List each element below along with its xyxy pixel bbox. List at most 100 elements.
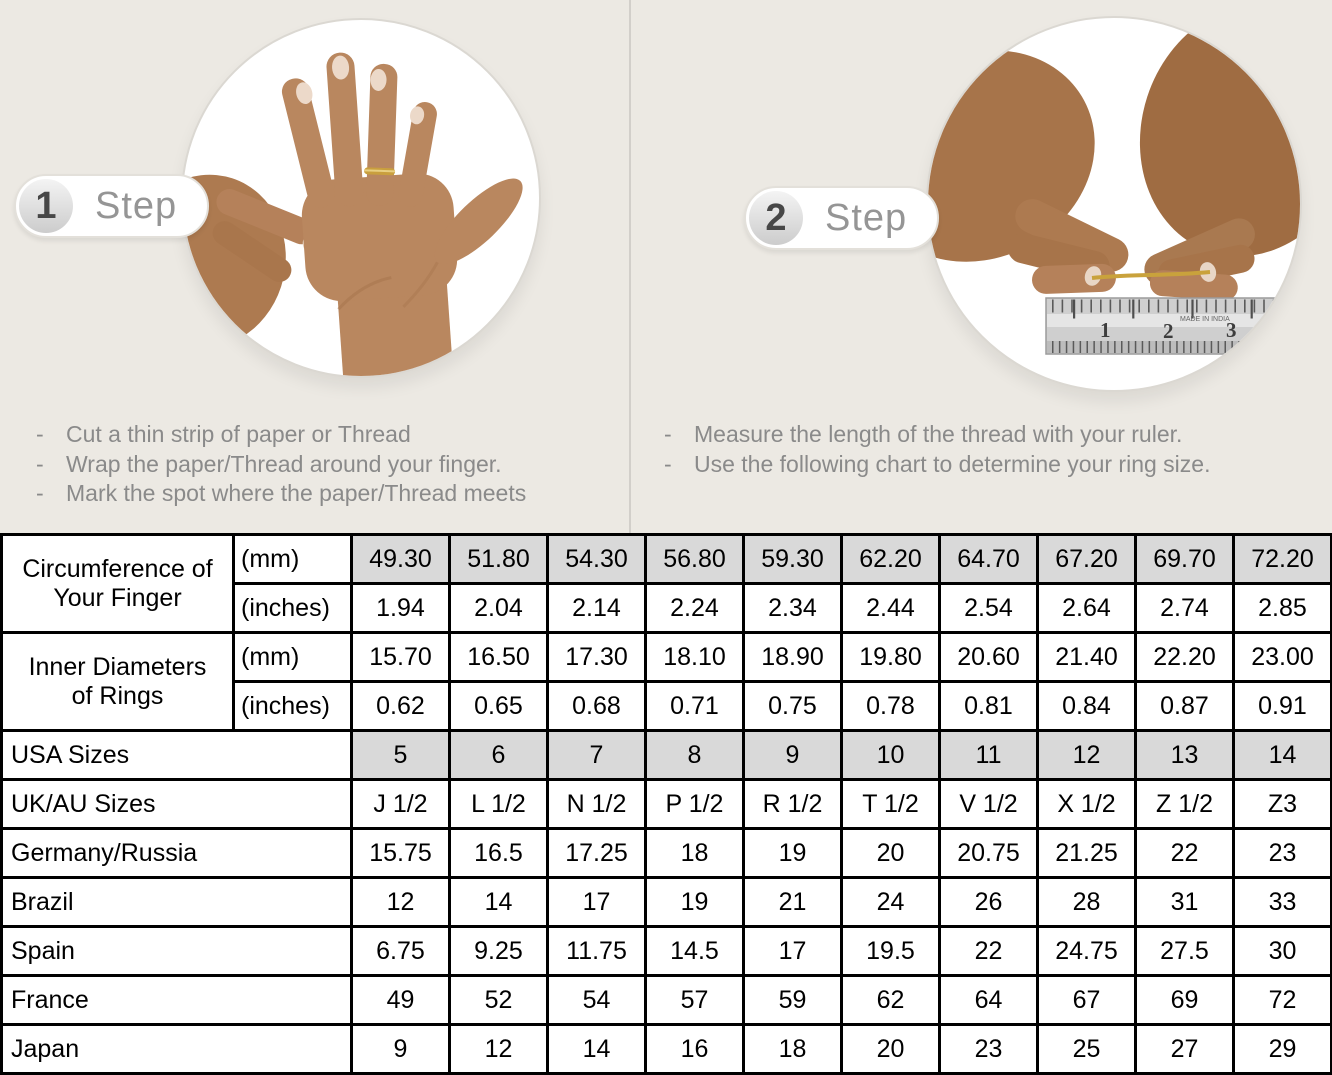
size-cell: 0.87 bbox=[1134, 680, 1235, 732]
size-cell: 56.80 bbox=[644, 533, 745, 585]
size-cell: 2.64 bbox=[1036, 582, 1137, 634]
size-cell: 2.34 bbox=[742, 582, 843, 634]
ring-size-table: Circumference of Your Finger (mm) 49.30 51.… bbox=[0, 533, 1332, 1075]
bullet-dash: - bbox=[36, 480, 44, 506]
size-cell: 0.62 bbox=[350, 680, 451, 732]
size-cell: 33 bbox=[1232, 876, 1332, 928]
size-cell: 9 bbox=[350, 1023, 451, 1075]
size-cell: 21 bbox=[742, 876, 843, 928]
hand-with-thread-illustration bbox=[183, 52, 523, 376]
size-cell: 9.25 bbox=[448, 925, 549, 977]
size-cell: 30 bbox=[1232, 925, 1332, 977]
size-cell: 0.68 bbox=[546, 680, 647, 732]
size-cell: 19.5 bbox=[840, 925, 941, 977]
size-cell: 18 bbox=[742, 1023, 843, 1075]
row-label-cell: Spain bbox=[0, 925, 353, 977]
unit-cell: (mm) bbox=[232, 631, 353, 683]
size-cell: 14 bbox=[546, 1023, 647, 1075]
size-cell: 2.44 bbox=[840, 582, 941, 634]
size-cell: 2.54 bbox=[938, 582, 1039, 634]
unit-cell: (inches) bbox=[232, 680, 353, 732]
size-cell: 16.50 bbox=[448, 631, 549, 683]
size-cell: 14 bbox=[1232, 729, 1332, 781]
size-cell: 6 bbox=[448, 729, 549, 781]
row-label-cell: France bbox=[0, 974, 353, 1026]
size-cell: 18 bbox=[644, 827, 745, 879]
step1-number-circle: 1 bbox=[19, 179, 73, 233]
row-label-cell: Brazil bbox=[0, 876, 353, 928]
size-cell: 54 bbox=[546, 974, 647, 1026]
size-cell: N 1/2 bbox=[546, 778, 647, 830]
bullet-dash: - bbox=[36, 421, 44, 447]
size-cell: 72 bbox=[1232, 974, 1332, 1026]
ruler-icon: 1 2 3 MADE IN INDIA bbox=[1045, 297, 1289, 355]
row-label-cell: Japan bbox=[0, 1023, 353, 1075]
size-cell: 62.20 bbox=[840, 533, 941, 585]
size-cell: 67 bbox=[1036, 974, 1137, 1026]
size-cell: 28 bbox=[1036, 876, 1137, 928]
table-row: (inches) 0.62 0.65 0.68 0.71 0.75 0.78 0.81 0.84… bbox=[2, 680, 1332, 732]
size-cell: 27 bbox=[1134, 1023, 1235, 1075]
size-cell: 2.74 bbox=[1134, 582, 1235, 634]
size-cell: 24.75 bbox=[1036, 925, 1137, 977]
table-row: Inner Diameters of Rings (mm) 15.70 16.50 17… bbox=[0, 631, 1332, 732]
size-cell: 21.40 bbox=[1036, 631, 1137, 683]
size-cell: 14.5 bbox=[644, 925, 745, 977]
size-cell: 51.80 bbox=[448, 533, 549, 585]
size-cell: 14 bbox=[448, 876, 549, 928]
size-cell: 7 bbox=[546, 729, 647, 781]
size-cell: 0.71 bbox=[644, 680, 745, 732]
step1-label: Step bbox=[95, 184, 178, 227]
size-cell: 19 bbox=[742, 827, 843, 879]
size-cell: 15.75 bbox=[350, 827, 451, 879]
size-cell: Z 1/2 bbox=[1134, 778, 1235, 830]
size-cell: 20 bbox=[840, 1023, 941, 1075]
size-cell: 69 bbox=[1134, 974, 1235, 1026]
instruction-text: Mark the spot where the paper/Thread mee… bbox=[66, 480, 527, 506]
bullet-dash: - bbox=[36, 450, 44, 477]
size-cell: 17.25 bbox=[546, 827, 647, 879]
size-cell: 25 bbox=[1036, 1023, 1137, 1075]
row-group-label: Inner Diameters of Rings bbox=[0, 631, 235, 732]
size-cell: 2.14 bbox=[546, 582, 647, 634]
size-cell: 12 bbox=[448, 1023, 549, 1075]
size-cell: 57 bbox=[644, 974, 745, 1026]
size-cell: 19.80 bbox=[840, 631, 941, 683]
step1-badge: 1 Step bbox=[14, 174, 210, 238]
size-cell: 18.90 bbox=[742, 631, 843, 683]
instruction-item: - Use the following chart to determine yo… bbox=[656, 450, 1326, 480]
size-cell: 2.85 bbox=[1232, 582, 1332, 634]
size-cell: 1.94 bbox=[350, 582, 451, 634]
size-cell: 22.20 bbox=[1134, 631, 1235, 683]
table-row: Spain 6.75 9.25 11.75 14.5 17 19.5 22 24.75 27.5 3… bbox=[0, 925, 1332, 977]
size-cell: 11.75 bbox=[546, 925, 647, 977]
svg-text:1: 1 bbox=[1100, 318, 1111, 342]
size-cell: 21.25 bbox=[1036, 827, 1137, 879]
size-cell: 20.60 bbox=[938, 631, 1039, 683]
size-cell: J 1/2 bbox=[350, 778, 451, 830]
size-cell: 72.20 bbox=[1232, 533, 1332, 585]
instruction-text: Use the following chart to determine you… bbox=[694, 450, 1211, 477]
size-cell: 31 bbox=[1134, 876, 1235, 928]
table-row: Circumference of Your Finger (mm) 49.30 51.… bbox=[0, 533, 1332, 634]
size-cell: L 1/2 bbox=[448, 778, 549, 830]
size-cell: P 1/2 bbox=[644, 778, 745, 830]
step2-photo: 1 2 3 MADE IN INDIA bbox=[926, 16, 1302, 392]
unit-cell: (inches) bbox=[232, 582, 353, 634]
size-cell: 26 bbox=[938, 876, 1039, 928]
size-cell: 10 bbox=[840, 729, 941, 781]
size-cell: 49.30 bbox=[350, 533, 451, 585]
size-cell: 59 bbox=[742, 974, 843, 1026]
svg-text:3: 3 bbox=[1226, 318, 1237, 342]
size-cell: 0.91 bbox=[1232, 680, 1332, 732]
instruction-text: Cut a thin strip of paper or Thread bbox=[66, 421, 411, 447]
size-cell: 22 bbox=[1134, 827, 1235, 879]
size-cell: 49 bbox=[350, 974, 451, 1026]
size-cell: 16.5 bbox=[448, 827, 549, 879]
size-cell: 69.70 bbox=[1134, 533, 1235, 585]
size-cell: 24 bbox=[840, 876, 941, 928]
step2-badge: 2 Step bbox=[744, 186, 940, 250]
table-row: Germany/Russia 15.75 16.5 17.25 18 19 20 20.75 2… bbox=[0, 827, 1332, 879]
size-cell: 0.75 bbox=[742, 680, 843, 732]
instruction-item: - Mark the spot where the paper/Thread me… bbox=[28, 479, 628, 509]
